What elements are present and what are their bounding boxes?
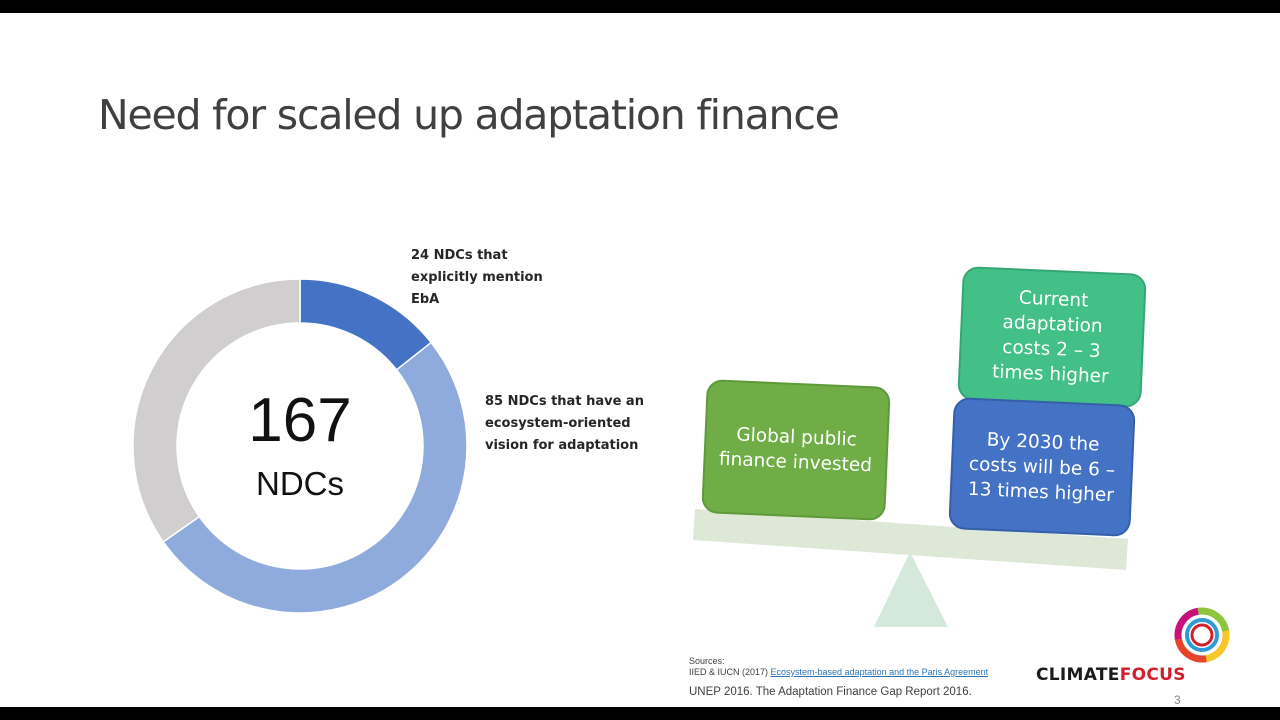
donut-slice-1 — [162, 341, 468, 614]
donut-center-value: 167 — [248, 386, 352, 455]
balance-scale — [693, 509, 1128, 627]
box-current-costs: Current adaptation costs 2 – 3 times hig… — [957, 266, 1147, 408]
climatefocus-logo-icon — [1174, 607, 1230, 663]
logo-part-focus: FOCUS — [1119, 665, 1186, 685]
scale-fulcrum — [874, 552, 948, 627]
donut-center-unit: NDCs — [256, 465, 344, 502]
donut-label-eba-line: 24 NDCs that — [411, 248, 508, 263]
donut-label-ecosystem-line: 85 NDCs that have an — [485, 394, 644, 409]
sources-block: Sources: IIED & IUCN (2017) Ecosystem-ba… — [689, 656, 988, 678]
source-prefix: IIED & IUCN (2017) — [689, 667, 771, 677]
donut-label-ecosystem: 85 NDCs that have an ecosystem-oriented … — [485, 391, 644, 457]
page-number: 3 — [1174, 693, 1181, 707]
box-text-line: Current — [1018, 287, 1089, 312]
scale-beam — [693, 509, 1128, 570]
climatefocus-logo-text: CLIMATEFOCUS — [1036, 665, 1186, 685]
source-line-1: IIED & IUCN (2017) Ecosystem-based adapt… — [689, 667, 988, 678]
donut-label-eba-line: EbA — [411, 292, 440, 307]
donut-label-eba-line: explicitly mention — [411, 270, 543, 285]
box-text-line: 13 times higher — [967, 478, 1115, 506]
box-text-line: finance invested — [718, 448, 873, 477]
source-line-2: UNEP 2016. The Adaptation Finance Gap Re… — [689, 686, 972, 698]
sources-heading: Sources: — [689, 656, 725, 666]
box-2030-costs: By 2030 the costs will be 6 – 13 times h… — [948, 397, 1136, 537]
slide: Need for scaled up adaptation finance 16… — [0, 13, 1280, 707]
box-global-public-finance: Global public finance invested — [701, 379, 891, 521]
donut-label-ecosystem-line: vision for adaptation — [485, 438, 639, 453]
slide-graphics — [132, 278, 1230, 663]
donut-slice-2 — [132, 278, 301, 543]
box-text-line: times higher — [991, 361, 1110, 388]
donut-label-ecosystem-line: ecosystem-oriented — [485, 416, 631, 431]
donut-label-eba: 24 NDCs that explicitly mention EbA — [411, 245, 543, 311]
donut-chart — [132, 278, 468, 614]
slide-title: Need for scaled up adaptation finance — [98, 91, 840, 139]
logo-part-climate: CLIMATE — [1036, 665, 1120, 685]
source-link[interactable]: Ecosystem-based adaptation and the Paris… — [770, 667, 989, 677]
